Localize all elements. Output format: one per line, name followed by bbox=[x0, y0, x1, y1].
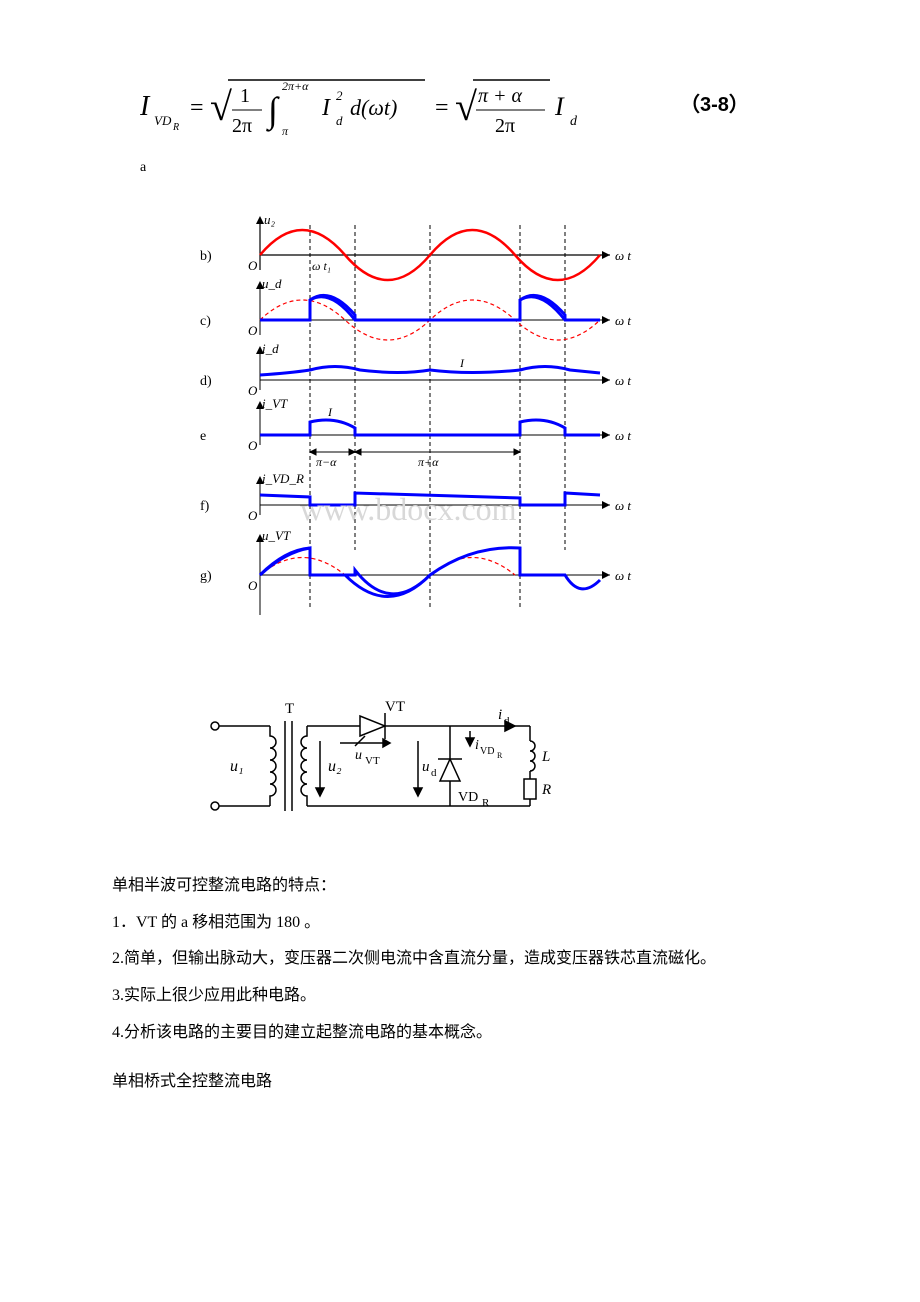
svg-text:u₂: u₂ bbox=[264, 212, 276, 227]
waveform-row-g: g) u_VT O ω t bbox=[200, 528, 631, 615]
circuit-svg: T VT u₁ u₂ u VT u d i d i VD R L R VD R bbox=[200, 691, 580, 831]
svg-text:O: O bbox=[248, 438, 258, 453]
svg-text:O: O bbox=[248, 578, 258, 593]
svg-text:2π+α: 2π+α bbox=[282, 79, 309, 93]
waveform-row-e: e i_VT O ω t I π−α π+α bbox=[200, 396, 631, 469]
text-point-4: 4.分析该电路的主要目的建立起整流电路的基本概念。 bbox=[80, 1019, 840, 1048]
svg-text:O: O bbox=[248, 258, 258, 273]
svg-text:e: e bbox=[200, 429, 206, 444]
formula-lhs-sub2: R bbox=[172, 122, 179, 133]
formula-lhs-sub: VD bbox=[154, 113, 172, 128]
svg-text:i_VT: i_VT bbox=[262, 396, 288, 411]
svg-text:ω t: ω t bbox=[615, 373, 631, 388]
svg-text:∫: ∫ bbox=[266, 90, 280, 132]
svg-text:R: R bbox=[497, 751, 503, 760]
svg-text:O: O bbox=[248, 508, 258, 523]
svg-text:ω t: ω t bbox=[615, 248, 631, 263]
svg-text:d: d bbox=[504, 715, 510, 727]
svg-text:I: I bbox=[327, 405, 333, 419]
svg-text:u: u bbox=[355, 748, 362, 763]
text-next-heading: 单相桥式全控整流电路 bbox=[80, 1068, 840, 1097]
svg-text:√: √ bbox=[455, 84, 477, 129]
svg-text:π: π bbox=[282, 124, 289, 138]
svg-text:VD: VD bbox=[480, 746, 494, 757]
svg-text:R: R bbox=[541, 782, 551, 798]
waveform-row-b: b) u₂ O ω t ω t₁ bbox=[200, 212, 631, 280]
waveform-svg: b) u₂ O ω t ω t₁ c) u_d O ω t d) i_d bbox=[200, 210, 660, 650]
svg-text:u₁: u₁ bbox=[230, 758, 244, 775]
svg-text:d: d bbox=[431, 767, 437, 779]
svg-text:O: O bbox=[248, 383, 258, 398]
svg-text:√: √ bbox=[210, 84, 232, 129]
formula-lhs: I bbox=[140, 91, 151, 122]
svg-text:O: O bbox=[248, 323, 258, 338]
text-point-2: 2.简单，但输出脉动大，变压器二次侧电流中含直流分量，造成变压器铁芯直流磁化。 bbox=[80, 945, 840, 974]
svg-text:d: d bbox=[570, 114, 578, 129]
waveform-row-c: c) u_d O ω t bbox=[200, 276, 631, 340]
svg-text:VT: VT bbox=[365, 755, 380, 767]
sub-label-a: a bbox=[140, 155, 840, 180]
svg-text:I: I bbox=[321, 95, 331, 121]
svg-text:2π: 2π bbox=[495, 115, 515, 137]
svg-text:b): b) bbox=[200, 249, 212, 264]
svg-text:g): g) bbox=[200, 569, 212, 584]
svg-text:i_d: i_d bbox=[262, 341, 279, 356]
svg-text:ω t: ω t bbox=[615, 568, 631, 583]
equation-number: （3-8） bbox=[680, 87, 749, 123]
svg-text:u_VT: u_VT bbox=[262, 528, 291, 543]
svg-text:R: R bbox=[482, 797, 490, 809]
svg-text:ω t: ω t bbox=[615, 313, 631, 328]
waveform-diagram: b) u₂ O ω t ω t₁ c) u_d O ω t d) i_d bbox=[200, 210, 840, 661]
svg-text:VD: VD bbox=[458, 790, 478, 805]
svg-text:π+α: π+α bbox=[418, 455, 439, 469]
text-point-3: 3.实际上很少应用此种电路。 bbox=[80, 982, 840, 1011]
svg-text:ω t: ω t bbox=[615, 498, 631, 513]
svg-text:i: i bbox=[498, 707, 502, 723]
svg-text:f): f) bbox=[200, 499, 210, 514]
svg-text:2: 2 bbox=[336, 88, 343, 103]
svg-text:d): d) bbox=[200, 374, 212, 389]
text-features-heading: 单相半波可控整流电路的特点： bbox=[80, 872, 840, 901]
svg-text:ω t₁: ω t₁ bbox=[312, 259, 331, 273]
svg-text:u₂: u₂ bbox=[328, 758, 342, 775]
formula-svg: I VD R = √ 1 2π ∫ 2π+α π I 2 d d(ωt) = √… bbox=[140, 60, 660, 150]
svg-text:I: I bbox=[554, 92, 565, 121]
watermark-text: www.bdocx.com bbox=[300, 491, 517, 527]
svg-text:i_VD_R: i_VD_R bbox=[262, 471, 304, 486]
svg-text:L: L bbox=[541, 749, 550, 765]
svg-text:u: u bbox=[422, 759, 430, 775]
waveform-row-d: d) i_d O ω t I bbox=[200, 341, 631, 398]
text-point-1: 1．VT 的 a 移相范围为 180 。 bbox=[80, 909, 840, 938]
svg-text:u_d: u_d bbox=[262, 276, 282, 291]
svg-text:ω t: ω t bbox=[615, 428, 631, 443]
formula-equation: I VD R = √ 1 2π ∫ 2π+α π I 2 d d(ωt) = √… bbox=[140, 60, 840, 150]
svg-text:=: = bbox=[435, 95, 449, 121]
svg-text:1: 1 bbox=[240, 85, 250, 107]
svg-text:d: d bbox=[336, 113, 343, 128]
svg-text:T: T bbox=[285, 701, 294, 717]
svg-text:=: = bbox=[190, 95, 204, 121]
svg-text:VT: VT bbox=[385, 699, 405, 715]
circuit-diagram: T VT u₁ u₂ u VT u d i d i VD R L R VD R bbox=[200, 691, 840, 842]
svg-text:2π: 2π bbox=[232, 115, 252, 137]
svg-text:c): c) bbox=[200, 314, 211, 329]
svg-text:I: I bbox=[459, 356, 465, 370]
svg-text:π−α: π−α bbox=[316, 455, 337, 469]
svg-text:π + α: π + α bbox=[478, 85, 523, 107]
svg-text:d(ωt): d(ωt) bbox=[350, 95, 397, 120]
svg-text:i: i bbox=[475, 738, 479, 753]
